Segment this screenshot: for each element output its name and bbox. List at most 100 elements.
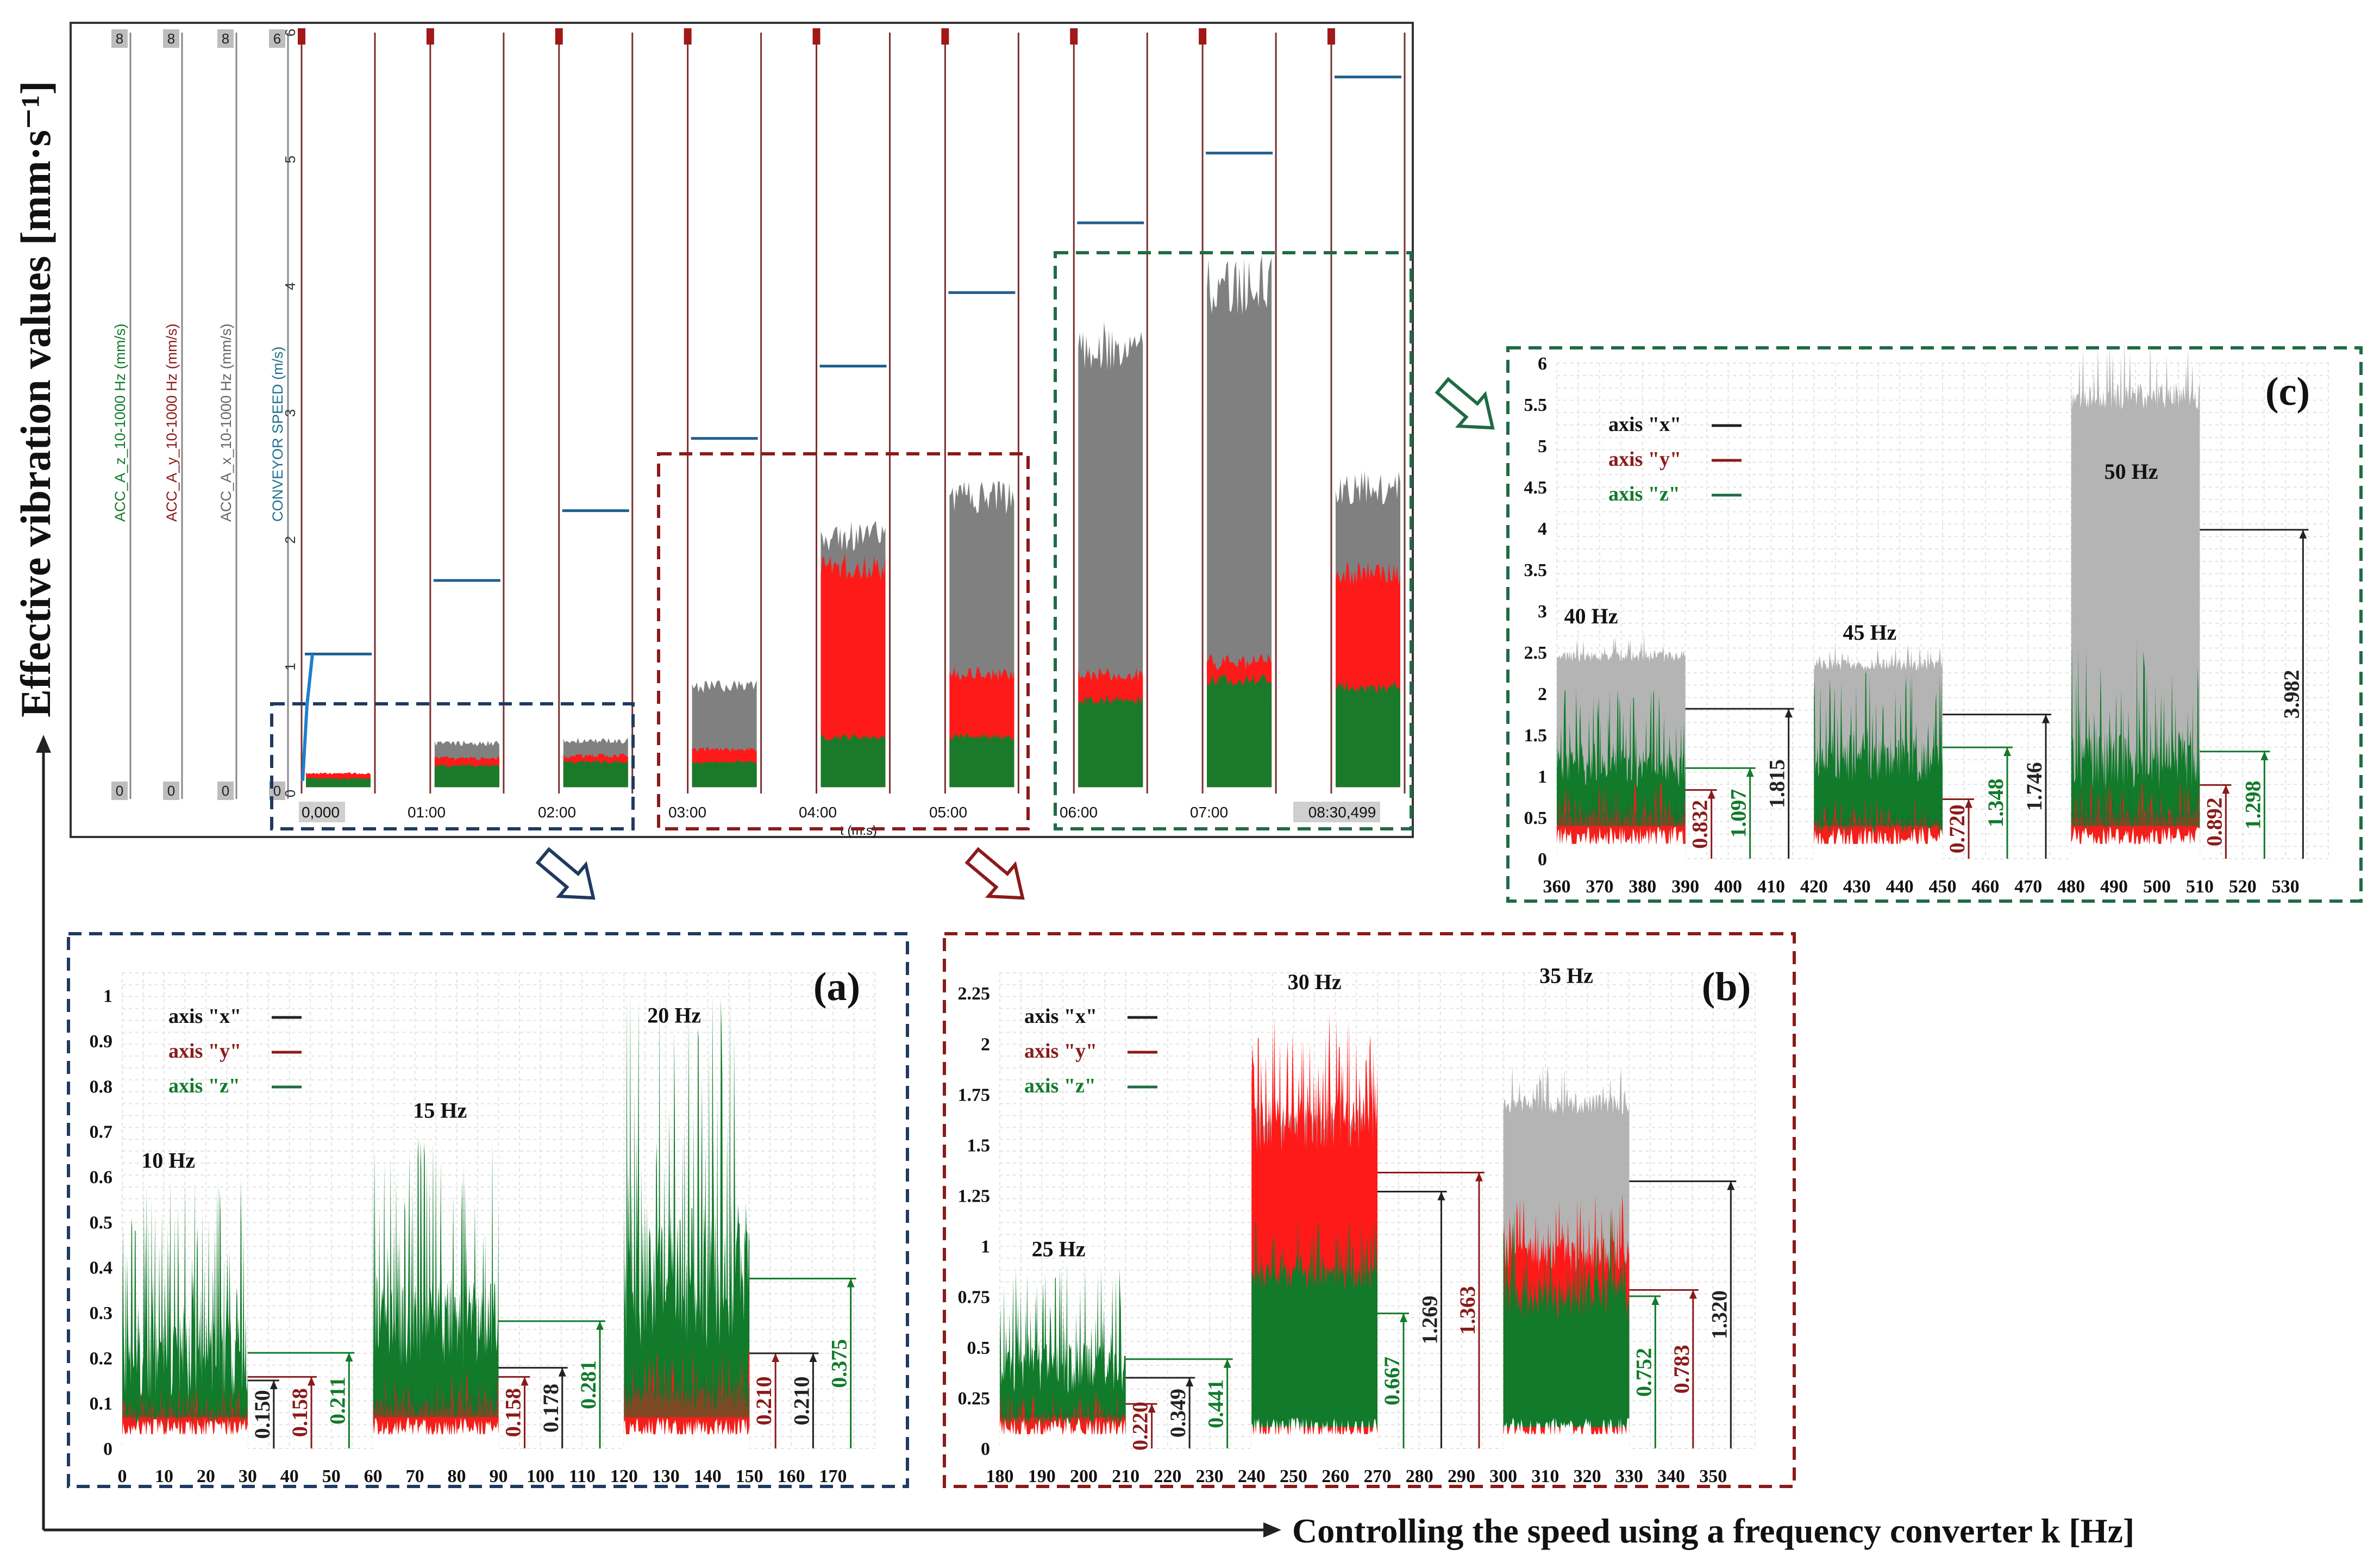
- band-baseline-mask: [1503, 1417, 1630, 1449]
- channel-top-value: 8: [167, 30, 175, 47]
- channel-top-value: 6: [273, 30, 281, 47]
- value-arrow-head: [1223, 1359, 1231, 1368]
- x-tick-label: 490: [2100, 877, 2128, 897]
- series-15-hz: 15 Hz 0.158 0.178 0.281: [373, 1098, 605, 1449]
- series-30-hz: 30 Hz 0.667 1.269 1.363: [1251, 970, 1485, 1449]
- overview-y-tick: 0: [282, 790, 298, 797]
- value-arrow-head: [308, 1377, 316, 1386]
- segment-marker: [426, 28, 434, 45]
- overview-x-tick: 0,000: [302, 804, 340, 821]
- value-arrow-head: [345, 1353, 353, 1362]
- y-tick-label: 2.5: [1524, 643, 1548, 663]
- value-label-x: 1.746: [2022, 762, 2046, 811]
- value-arrow-head: [772, 1353, 780, 1362]
- x-tick-label: 160: [778, 1466, 805, 1486]
- speed-ramp: [301, 654, 314, 781]
- value-label-y: 0.720: [1945, 804, 1969, 853]
- value-label-z: 0.441: [1204, 1379, 1228, 1428]
- value-label-x: 1.815: [1765, 759, 1789, 808]
- value-arrow-head: [558, 1367, 566, 1377]
- value-label-x: 0.150: [250, 1390, 274, 1439]
- overview-y-tick: 5: [282, 155, 298, 163]
- channel-top-badge: [111, 29, 128, 48]
- legend-label: axis "y": [168, 1040, 241, 1063]
- z-axis-overlap: [1814, 801, 1943, 826]
- value-arrow-head: [809, 1353, 817, 1362]
- value-arrow-head: [2260, 751, 2269, 760]
- value-arrow-head: [1475, 1172, 1483, 1182]
- overview-z-band: [1336, 680, 1400, 788]
- segment-marker: [1070, 28, 1078, 45]
- z-axis-overlap: [1557, 789, 1686, 826]
- value-arrow-head: [1148, 1404, 1156, 1413]
- overview-y-tick: 4: [282, 282, 298, 290]
- value-label-y: 1.363: [1455, 1286, 1480, 1335]
- y-tick-label: 0.4: [90, 1258, 113, 1278]
- y-tick-label: 2: [1538, 684, 1547, 704]
- frequency-label: 35 Hz: [1539, 964, 1593, 988]
- overview-segment: [1327, 28, 1406, 794]
- overview-z-band: [821, 734, 886, 788]
- series-35-hz: 35 Hz 0.752 0.783 1.320: [1503, 964, 1737, 1449]
- x-axis-band: [2071, 340, 2200, 844]
- x-tick-label: 460: [1971, 877, 1999, 897]
- x-tick-label: 50: [322, 1466, 341, 1486]
- frequency-label: 50 Hz: [2105, 459, 2158, 484]
- channel-top-badge: [163, 29, 179, 48]
- x-tick-label: 90: [490, 1466, 508, 1486]
- x-tick-label: 280: [1406, 1466, 1433, 1486]
- z-axis-band: [1503, 1206, 1630, 1427]
- panel-label: (b): [1702, 965, 1751, 1009]
- value-arrow-head: [1965, 799, 1972, 808]
- band-baseline-mask: [1000, 1417, 1126, 1449]
- channel-bottom-value: 0: [167, 783, 175, 799]
- arrow-to-panel-b: [964, 847, 1025, 900]
- y-tick-label: 2: [981, 1034, 990, 1054]
- value-label-y: 0.158: [287, 1388, 312, 1437]
- panel-label: (a): [813, 965, 860, 1009]
- segment-marker: [812, 28, 821, 45]
- panel-a: 0 10 20 30 40 50 60 70 80 90 100 110 120 130 140 150 160…: [67, 932, 909, 1488]
- value-label-z: 0.752: [1631, 1348, 1656, 1397]
- y-tick-label: 2.25: [958, 984, 991, 1004]
- overview-segment: [684, 28, 762, 794]
- x-tick-label: 340: [1657, 1466, 1685, 1486]
- value-arrow-head: [2222, 785, 2230, 794]
- x-tick-label: 260: [1321, 1466, 1349, 1486]
- figure-y-arrow-head: [36, 735, 51, 753]
- figure-y-label: Effective vibration values [mm·s⁻¹]: [12, 80, 59, 717]
- band-baseline-mask: [373, 1417, 499, 1449]
- y-tick-label: 0: [981, 1439, 990, 1459]
- value-arrow-head: [2003, 747, 2011, 757]
- value-label-y: 0.832: [1688, 800, 1712, 849]
- band-baseline-mask: [1814, 827, 1943, 860]
- y-tick-label: 3: [1538, 602, 1547, 622]
- x-tick-label: 300: [1489, 1466, 1517, 1486]
- overview-segment: [298, 28, 376, 794]
- series-10-hz: 10 Hz 0.150 0.158 0.211: [122, 1148, 355, 1449]
- x-tick-label: 180: [986, 1466, 1014, 1486]
- overview-x-label: t (m:s): [840, 823, 877, 838]
- overview-x-band: [1078, 322, 1143, 788]
- y-tick-label: 1: [103, 986, 112, 1007]
- x-tick-label: 170: [819, 1466, 847, 1486]
- y-tick-label: 6: [1538, 354, 1547, 374]
- overview-y-tick: 2: [282, 536, 298, 543]
- overview-segment: [1070, 28, 1148, 794]
- value-arrow-head: [1784, 709, 1793, 718]
- y-tick-label: 1.25: [958, 1186, 991, 1207]
- x-tick-label: 110: [569, 1466, 596, 1486]
- x-tick-label: 420: [1800, 877, 1828, 897]
- series-40-hz: 40 Hz 0.832 1.097 1.815: [1557, 604, 1794, 860]
- segment-marker: [684, 28, 692, 45]
- overview-x-tick: 04:00: [799, 804, 837, 821]
- channel-name: ACC_A_x_10-1000 Hz (mm/s): [218, 323, 234, 522]
- figure-x-arrow-head: [1263, 1522, 1281, 1538]
- value-label-z: 0.281: [576, 1360, 600, 1409]
- z-axis-band: [1814, 672, 1943, 844]
- value-label-y: 0.158: [501, 1388, 525, 1437]
- x-tick-label: 190: [1028, 1466, 1056, 1486]
- x-tick-label: 360: [1543, 877, 1571, 897]
- x-tick-label: 130: [652, 1466, 680, 1486]
